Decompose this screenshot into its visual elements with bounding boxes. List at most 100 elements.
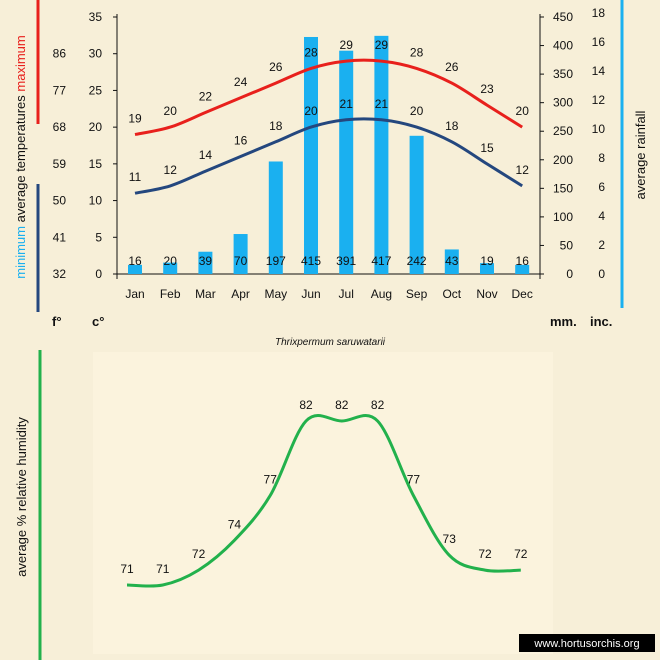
max-temp-label: 20 (516, 104, 530, 118)
max-temp-label: 22 (199, 89, 213, 103)
credit-text: www.hortusorchis.org (533, 638, 639, 650)
humidity-line (126, 414, 521, 588)
rainfall-bar (128, 264, 142, 274)
rainfall-label: 16 (128, 254, 142, 268)
min-temp-label: 14 (199, 148, 213, 162)
month-label: Nov (476, 287, 497, 301)
rainfall-bar (515, 264, 530, 274)
f-tick-label: 41 (53, 230, 67, 244)
species-name: Thrixpermum saruwatarii (275, 337, 386, 348)
mm-tick-label: 100 (553, 210, 573, 224)
max-temp-label: 26 (269, 60, 283, 74)
humidity-label: 71 (156, 562, 170, 576)
month-label: Jan (125, 287, 144, 301)
month-label: Sep (406, 287, 428, 301)
f-tick-label: 68 (53, 120, 67, 134)
month-label: Jul (339, 287, 354, 301)
f-tick-label: 32 (53, 267, 67, 281)
rainfall-bar (198, 251, 213, 274)
credit-bg (519, 634, 655, 652)
humidity-label: 82 (371, 398, 385, 412)
c-tick-label: 10 (89, 194, 103, 208)
inc-tick-label: 12 (592, 93, 606, 107)
min-temp-label: 12 (516, 163, 530, 177)
min-temp-label: 20 (410, 104, 424, 118)
humidity-chart: average % relative humidity 71 71 72 74 77 82 8… (14, 350, 528, 660)
mm-tick-label: 200 (553, 153, 573, 167)
c-tick-label: 5 (95, 230, 102, 244)
rainfall-label: 20 (164, 254, 178, 268)
min-temp-label: 18 (269, 119, 283, 133)
unit-c-label: c° (92, 314, 104, 329)
max-temp-label: 28 (304, 45, 318, 59)
rainfall-bar (233, 234, 248, 274)
mm-tick-label: 300 (553, 96, 573, 110)
min-temp-label: 16 (234, 134, 248, 148)
rainfall-label: 242 (407, 254, 427, 268)
rainfall-bar (268, 161, 283, 274)
rainfall-label: 197 (266, 254, 286, 268)
mm-tick-label: 350 (553, 67, 573, 81)
c-tick-label: 0 (95, 267, 102, 281)
mm-tick-label: 0 (566, 267, 573, 281)
month-label: Dec (512, 287, 533, 301)
humidity-label: 72 (192, 547, 206, 561)
min-temp-label: 20 (304, 104, 318, 118)
mm-tick-label: 450 (553, 10, 573, 24)
rainfall-bar (374, 35, 389, 275)
mm-tick-label: 50 (560, 238, 574, 252)
c-tick-label: 30 (89, 47, 103, 61)
humidity-label: 72 (478, 547, 492, 561)
month-label: May (264, 287, 287, 301)
c-tick-label: 20 (89, 120, 103, 134)
temperature-axis-title: minimum average temperatures maximum (13, 35, 28, 278)
rainfall-label: 39 (199, 254, 213, 268)
humidity-label: 74 (228, 517, 242, 531)
max-temp-label: 23 (480, 82, 494, 96)
f-tick-label: 86 (53, 47, 67, 61)
rainfall-axis-title: average rainfall (633, 110, 648, 199)
min-temp-label: 11 (129, 170, 142, 184)
month-label: Jun (301, 287, 320, 301)
f-tick-label: 77 (53, 83, 67, 97)
min-temp-label: 21 (340, 97, 354, 111)
rainfall-label: 417 (371, 254, 391, 268)
rainfall-label: 16 (516, 254, 530, 268)
rainfall-bar (409, 135, 424, 274)
humidity-label: 72 (514, 547, 528, 561)
inc-tick-label: 6 (598, 180, 605, 194)
max-temp-label: 29 (375, 38, 389, 52)
rainfall-bar (480, 263, 494, 274)
max-temp-label: 20 (164, 104, 178, 118)
min-temp-label: 21 (375, 97, 389, 111)
min-temp-line (134, 117, 523, 195)
humidity-label: 77 (407, 473, 421, 487)
humidity-label: 77 (264, 473, 278, 487)
rainfall-label: 415 (301, 254, 321, 268)
rainfall-bar (304, 36, 318, 274)
inc-tick-label: 10 (592, 122, 606, 136)
max-temp-label: 24 (234, 75, 248, 89)
month-label: Apr (231, 287, 250, 301)
temperature-rainfall-chart: 0510152025303532415059687786050100150200… (13, 0, 648, 329)
inc-tick-label: 2 (598, 238, 605, 252)
c-tick-label: 25 (89, 83, 103, 97)
month-label: Mar (195, 287, 216, 301)
mm-tick-label: 250 (553, 124, 573, 138)
humidity-axis-title: average % relative humidity (14, 417, 29, 577)
rainfall-label: 43 (445, 254, 459, 268)
rainfall-bar (339, 50, 354, 274)
c-tick-label: 35 (89, 10, 103, 24)
min-temp-label: 12 (164, 163, 178, 177)
rainfall-label: 70 (234, 254, 248, 268)
humidity-panel (93, 352, 553, 654)
min-temp-label: 18 (445, 119, 459, 133)
rainfall-bar (163, 262, 178, 274)
rainfall-label: 19 (480, 254, 494, 268)
inc-tick-label: 0 (598, 267, 605, 281)
humidity-label: 71 (120, 562, 134, 576)
humidity-label: 73 (443, 532, 457, 546)
month-label: Oct (442, 287, 461, 301)
mm-tick-label: 150 (553, 181, 573, 195)
